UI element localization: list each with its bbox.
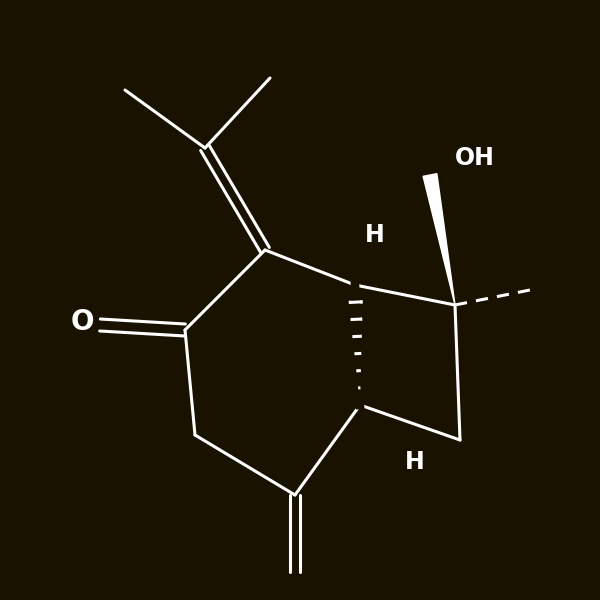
Text: OH: OH	[455, 146, 495, 170]
Text: O: O	[70, 308, 94, 336]
Polygon shape	[423, 173, 455, 305]
Text: H: H	[365, 223, 385, 247]
Text: H: H	[405, 450, 425, 474]
